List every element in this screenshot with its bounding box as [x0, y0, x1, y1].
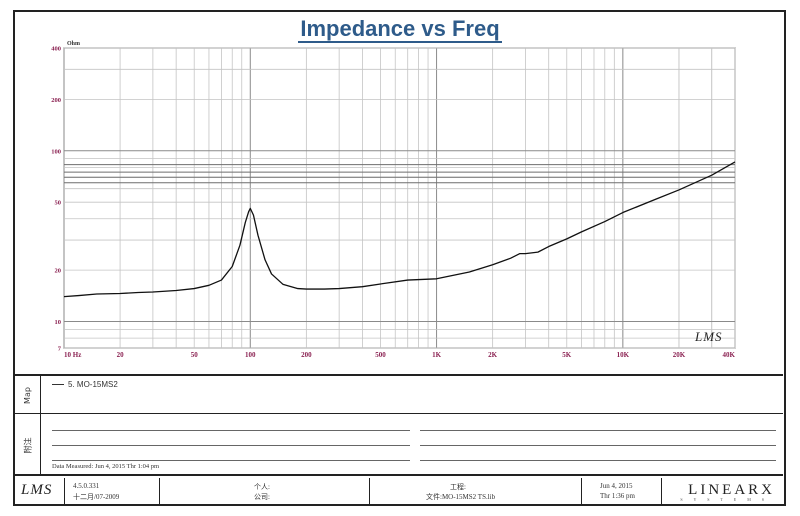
- lms-logo: LMS: [21, 482, 53, 498]
- x-tick-label: 100: [245, 351, 256, 359]
- notes-panel: [15, 414, 783, 476]
- chart-title: Impedance vs Freq: [298, 16, 502, 43]
- footer-date-cell: Jun 4, 2015 Thr 1:36 pm: [582, 478, 662, 504]
- notes-rule: [420, 445, 776, 446]
- data-measured-text: Data Measured: Jun 4, 2015 Thr 1:04 pm: [52, 463, 160, 470]
- footer-bar: LMS 4.5.0.331 十二月/07-2009 个人: 公司: 工程: 文件…: [15, 478, 783, 504]
- x-tick-label: 40K: [723, 351, 736, 359]
- legend-entry: 5. MO-15MS2: [52, 380, 118, 389]
- notes-rule: [52, 445, 410, 446]
- x-tick-label: 10 Hz: [64, 351, 81, 359]
- legend-index: 5: [68, 380, 73, 389]
- notes-rule: [52, 430, 410, 431]
- person-label: 个人:: [254, 483, 270, 491]
- x-tick-label: 500: [375, 351, 386, 359]
- linearx-logo: LINEARX: [688, 482, 775, 498]
- y-tick-label: 200: [51, 97, 61, 104]
- x-tick-label: 1K: [432, 351, 442, 359]
- footer-logo-cell: LMS: [15, 478, 65, 504]
- notes-side-text: 附注: [23, 437, 32, 453]
- notes-side-label: 附注: [15, 414, 41, 476]
- x-tick-label: 50: [191, 351, 199, 359]
- version-text: 4.5.0.331: [73, 482, 100, 490]
- footer-version-cell: 4.5.0.331 十二月/07-2009: [65, 478, 160, 504]
- footer-brand-cell: LINEARX S Y S T E M S: [662, 478, 783, 504]
- lms-watermark: LMS: [694, 329, 723, 344]
- legend-swatch: [52, 384, 64, 386]
- company-label: 公司:: [254, 493, 270, 501]
- linearx-subtitle: S Y S T E M S: [680, 497, 769, 502]
- plot-area: [63, 47, 736, 349]
- y-axis-label: Ohm: [67, 41, 80, 47]
- time-text: Thr 1:36 pm: [600, 492, 635, 500]
- build-date-text: 十二月/07-2009: [73, 493, 120, 501]
- x-tick-label: 2K: [488, 351, 498, 359]
- legend-series-name: MO-15MS2: [76, 380, 118, 389]
- notes-rule: [420, 430, 776, 431]
- impedance-curve: [63, 161, 736, 298]
- date-text: Jun 4, 2015: [600, 482, 633, 490]
- notes-rule: [420, 460, 776, 461]
- x-tick-label: 20K: [673, 351, 686, 359]
- y-tick-label: 7: [58, 346, 62, 353]
- y-tick-label: 100: [51, 148, 61, 155]
- x-tick-label: 20: [117, 351, 125, 359]
- legend-panel: [15, 374, 783, 414]
- footer-person-cell: 个人: 公司:: [160, 478, 370, 504]
- y-tick-label: 20: [55, 268, 62, 275]
- project-label: 工程:: [450, 483, 466, 491]
- file-text: 文件:MO-15MS2 TS.lib: [426, 493, 496, 501]
- x-tick-label: 5K: [562, 351, 572, 359]
- x-tick-label: 10K: [617, 351, 630, 359]
- legend-side-text: Map: [22, 386, 32, 404]
- footer-project-cell: 工程: 文件:MO-15MS2 TS.lib: [370, 478, 582, 504]
- y-tick-label: 10: [55, 319, 62, 326]
- legend-side-label: Map: [15, 376, 41, 414]
- notes-rule: [52, 460, 410, 461]
- y-tick-label: 50: [55, 200, 62, 207]
- chart-title-wrap: Impedance vs Freq: [0, 16, 800, 43]
- y-tick-label: 400: [51, 46, 61, 53]
- x-tick-label: 200: [301, 351, 312, 359]
